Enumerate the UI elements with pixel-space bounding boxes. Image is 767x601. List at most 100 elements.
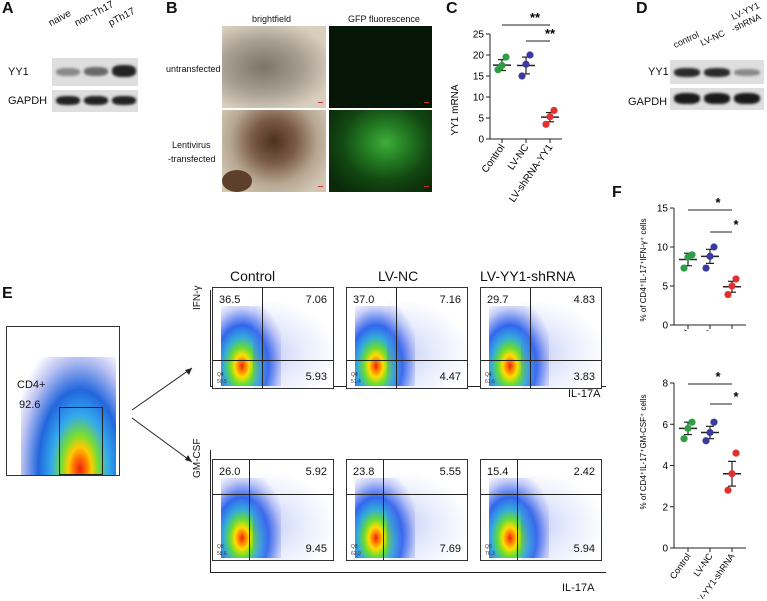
gate-value-cd4: 92.6 — [19, 399, 41, 411]
quadrant-lower-right-value: 5.94 — [573, 543, 595, 555]
data-point — [684, 424, 692, 432]
data-point — [688, 418, 696, 426]
f-top-sig-1: * — [715, 196, 721, 210]
row1-y-axis-label: IFN-γ — [192, 285, 203, 310]
data-point — [706, 428, 714, 437]
row-label-untransfected: untransfected — [166, 64, 221, 74]
panel-f-label: F — [612, 184, 622, 201]
data-point — [732, 449, 740, 457]
micrograph-gfp-transfected — [329, 110, 432, 192]
c-sig-2: ** — [545, 26, 556, 41]
quadrant-lower-right-value: 7.69 — [439, 543, 461, 555]
western-blot-yy1 — [52, 58, 138, 86]
f-top-y-axis-label: % of CD4⁺IL-17⁺IFN-γ⁺ cells — [639, 219, 648, 322]
column-label-gfp: GFP fluorescence — [348, 14, 420, 24]
panel-c-label: C — [446, 0, 458, 17]
flow-plot-r2-c3: 15.4 2.42 5.94 Q8 76.3 — [480, 459, 602, 561]
data-point — [518, 72, 526, 80]
quadrant-lower-left-value: 76.3 — [485, 551, 495, 557]
f-bottom-sig-1: * — [715, 369, 721, 384]
quadrant-lower-left-value: 50.5 — [217, 379, 227, 385]
data-point — [702, 437, 710, 445]
x-tick-label: Control — [668, 551, 693, 581]
c-sig-1: ** — [530, 10, 541, 25]
data-point — [728, 282, 736, 290]
gate-label-cd4: CD4+ — [17, 379, 46, 391]
quadrant-upper-left-value: 23.8 — [353, 466, 375, 478]
quadrant-upper-right-value: 5.55 — [439, 466, 461, 478]
chart-c-yy1-mrna: YY1 mRNA ** ** 0510152025ControlLV-NCLV-… — [450, 10, 562, 205]
quadrant-lower-left-name: Q4 — [485, 372, 492, 378]
flow-col-lv-yy1-shrna: LV-YY1-shRNA — [480, 268, 576, 284]
flow-plot-r1-c2: 37.0 7.16 4.47 Q4 51.4 — [346, 287, 468, 389]
quadrant-lower-left-value: 58.6 — [217, 551, 227, 557]
flow-col-control: Control — [230, 268, 276, 284]
y-tick-label: 15 — [473, 72, 485, 83]
data-point — [710, 418, 718, 426]
quadrant-lower-right-value: 3.83 — [573, 371, 595, 383]
x-tick-label: LV-YY1-shRNA — [689, 328, 737, 331]
flow-plot-r1-c1: 36.5 7.06 5.93 Q4 50.5 — [212, 287, 334, 389]
quadrant-lower-left-value: 61.6 — [485, 379, 495, 385]
y-tick-label: 5 — [662, 282, 668, 293]
y-tick-label: 5 — [478, 114, 484, 125]
column-label-brightfield: brightfield — [252, 14, 292, 24]
data-point — [526, 51, 534, 59]
data-point — [522, 60, 530, 68]
quadrant-upper-left-value: 29.7 — [487, 294, 509, 306]
y-tick-label: 10 — [657, 243, 669, 254]
flow-plot-r2-c1: 26.0 5.92 9.45 Q8 58.6 — [212, 459, 334, 561]
d-blot-label-gapdh: GAPDH — [628, 96, 668, 108]
chart-f-bottom: % of CD4⁺IL-17⁺GM-CSF⁺ cells * * 0 2 4 6 8 Co… — [639, 369, 746, 599]
quadrant-upper-left-value: 15.4 — [487, 466, 509, 478]
d-western-blot-yy1 — [670, 60, 764, 84]
blot-label-yy1: YY1 — [8, 66, 29, 78]
data-point — [732, 275, 740, 283]
quadrant-upper-left-value: 37.0 — [353, 294, 375, 306]
flow-col-lv-nc: LV-NC — [378, 268, 419, 284]
quadrant-lower-left-value: 51.4 — [351, 379, 361, 385]
f-top-sig-2: * — [733, 217, 739, 232]
quadrant-upper-left-value: 26.0 — [219, 466, 241, 478]
row1-x-axis-label: IL-17A — [568, 388, 601, 400]
quadrant-lower-left-name: Q4 — [351, 372, 358, 378]
x-tick-label: Control — [480, 142, 508, 175]
quadrant-lower-left-name: Q8 — [351, 544, 358, 550]
data-point — [706, 252, 714, 260]
quadrant-lower-left-name: Q8 — [217, 544, 224, 550]
blot-label-gapdh: GAPDH — [8, 95, 48, 107]
micrograph-brightfield-transfected — [222, 110, 326, 192]
data-point — [546, 113, 554, 121]
y-tick-label: 10 — [473, 93, 485, 104]
lane-label-naive: naive — [46, 8, 74, 29]
y-tick-label: 8 — [662, 379, 668, 390]
flow-plot-r1-c3: 29.7 4.83 3.83 Q4 61.6 — [480, 287, 602, 389]
y-tick-label: 6 — [662, 420, 668, 431]
y-tick-label: 20 — [473, 51, 485, 62]
flow-plot-r2-c2: 23.8 5.55 7.69 Q8 62.9 — [346, 459, 468, 561]
quadrant-upper-left-value: 36.5 — [219, 294, 241, 306]
quadrant-lower-right-value: 5.93 — [305, 371, 327, 383]
data-point — [728, 470, 736, 478]
quadrant-lower-left-name: Q8 — [485, 544, 492, 550]
chart-f-top: % of CD4⁺IL-17⁺IFN-γ⁺ cells * * 0 5 10 15 Co… — [639, 196, 746, 331]
quadrant-upper-right-value: 4.83 — [573, 294, 595, 306]
quadrant-upper-right-value: 5.92 — [305, 466, 327, 478]
gating-arrows — [131, 367, 193, 463]
data-point — [542, 120, 550, 128]
quadrant-upper-right-value: 7.06 — [305, 294, 327, 306]
y-tick-label: 2 — [662, 502, 668, 513]
quadrant-lower-left-value: 62.9 — [351, 551, 361, 557]
row2-x-axis-label: IL-17A — [562, 582, 595, 594]
d-western-blot-gapdh — [670, 88, 764, 110]
panel-d-label: D — [636, 0, 648, 17]
x-tick-label: LV-shRNA-YY1 — [507, 142, 555, 205]
data-point — [710, 243, 718, 251]
f-bottom-sig-2: * — [733, 389, 739, 404]
d-lane-control: control — [671, 29, 701, 50]
y-tick-label: 4 — [662, 461, 668, 472]
data-point — [680, 435, 688, 443]
western-blot-gapdh — [52, 90, 138, 112]
panel-b-label: B — [166, 0, 178, 17]
micrograph-brightfield-untransfected — [222, 26, 326, 108]
